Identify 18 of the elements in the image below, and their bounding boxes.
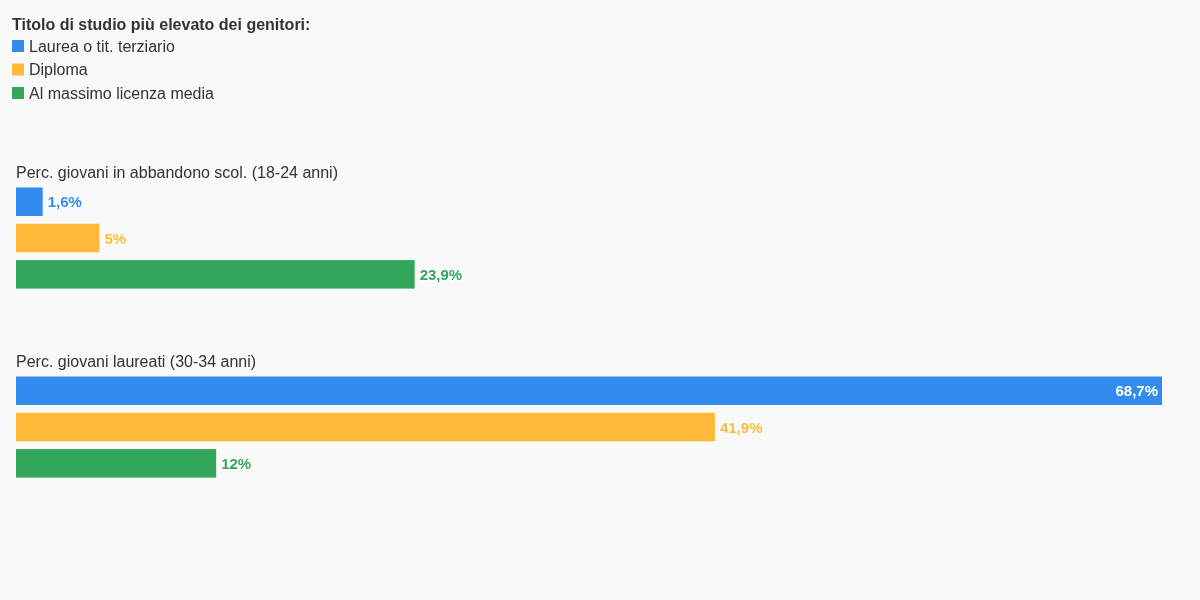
legend-title: Titolo di studio più elevato dei genitori: [12, 16, 311, 33]
data-label: 23,9% [419, 265, 463, 283]
data-label: 41,9% [719, 418, 763, 436]
bar [16, 376, 1162, 405]
data-label: 1,6% [47, 193, 82, 211]
y-tick-label: Perc. giovani in abbandono scol. (18-24 anni) [16, 163, 338, 181]
bar [16, 449, 217, 478]
data-label: 5% [104, 229, 127, 247]
y-tick-label: Perc. giovani laureati (30-34 anni) [16, 352, 257, 370]
bar [16, 223, 100, 253]
bar [16, 187, 43, 216]
legend-label: Diploma [29, 61, 88, 78]
data-label: 68,7% [1115, 382, 1158, 400]
legend-label: Al massimo licenza media [29, 84, 215, 102]
bar [16, 260, 415, 289]
legend-label: Laurea o tit. terziario [29, 37, 175, 55]
data-label: 12% [221, 454, 252, 472]
bar [16, 412, 715, 442]
